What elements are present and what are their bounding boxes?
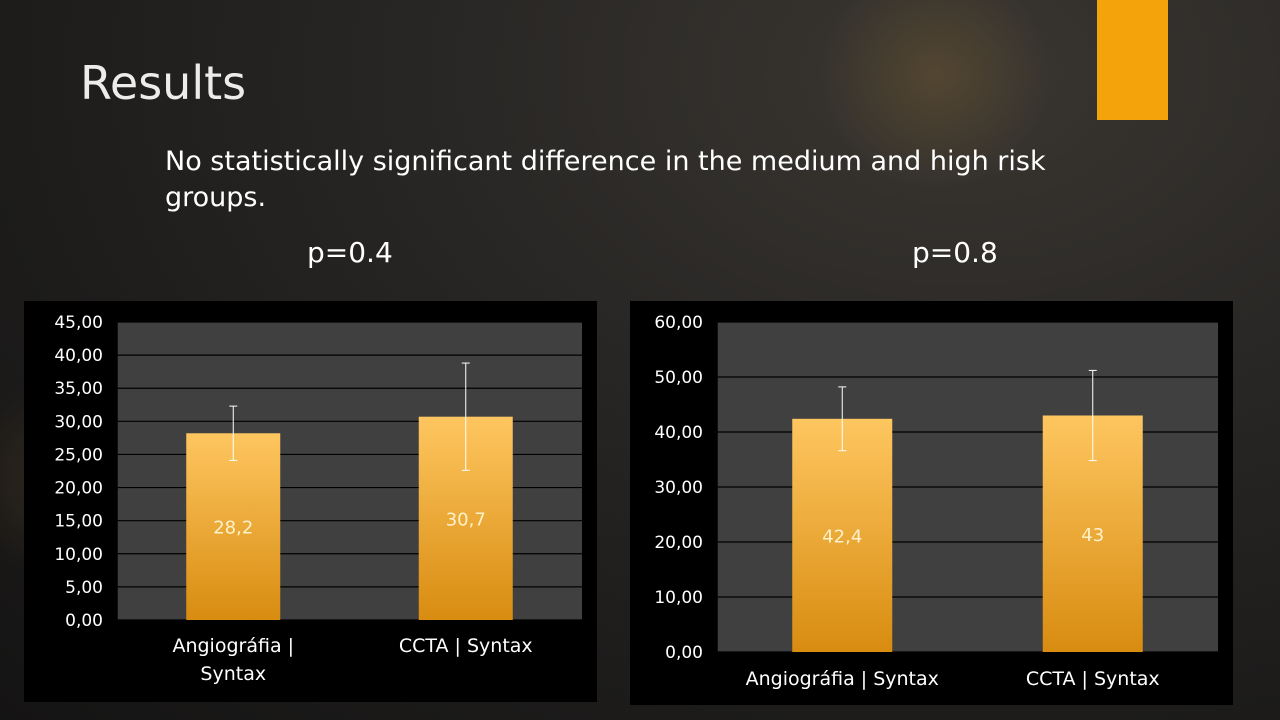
y-tick-label: 60,00 <box>654 313 703 333</box>
data-label: 42,4 <box>822 526 862 547</box>
y-tick-label: 50,00 <box>654 368 703 388</box>
slide-title: Results <box>80 56 247 110</box>
x-tick-label: CCTA | Syntax <box>399 635 533 657</box>
y-tick-label: 0,00 <box>665 643 703 663</box>
y-tick-label: 40,00 <box>654 423 703 443</box>
bar <box>792 418 893 652</box>
bar-chart-right: 0,00 10,00 20,00 30,00 40,00 50,00 60,00 42,4 An… <box>630 301 1233 705</box>
y-tick-label: 25,00 <box>54 445 103 465</box>
data-label: 28,2 <box>213 518 253 539</box>
y-tick-label: 20,00 <box>654 533 703 553</box>
y-tick-label: 5,00 <box>65 578 103 598</box>
x-tick-label: CCTA | Syntax <box>1026 668 1160 690</box>
x-tick-label: Angiográfia | Syntax <box>746 668 939 690</box>
p-value-right: p=0.8 <box>912 236 998 269</box>
bar-chart-right-svg: 0,00 10,00 20,00 30,00 40,00 50,00 60,00 42,4 An… <box>654 313 1219 690</box>
y-tick-label: 30,00 <box>54 412 103 432</box>
accent-bar <box>1097 0 1168 120</box>
bar-chart-left: 0,00 5,00 10,00 15,00 20,00 25,00 30,00 35,00 40… <box>24 301 597 702</box>
y-tick-label: 45,00 <box>54 313 103 333</box>
y-tick-label: 15,00 <box>54 512 103 532</box>
y-tick-label: 35,00 <box>54 379 103 399</box>
y-tick-label: 0,00 <box>65 611 103 631</box>
data-label: 30,7 <box>446 509 486 530</box>
bar-chart-left-svg: 0,00 5,00 10,00 15,00 20,00 25,00 30,00 35,00 40… <box>54 313 583 685</box>
y-tick-label: 10,00 <box>54 545 103 565</box>
slide-subtitle: No statistically significant difference … <box>165 146 1046 213</box>
x-tick-label: Syntax <box>200 663 266 685</box>
y-tick-label: 40,00 <box>54 346 103 366</box>
p-value-left: p=0.4 <box>307 236 393 269</box>
x-tick-label: Angiográfia | <box>172 635 294 657</box>
y-tick-label: 10,00 <box>654 588 703 608</box>
y-tick-label: 20,00 <box>54 479 103 499</box>
bar <box>186 433 281 620</box>
data-label: 43 <box>1081 525 1104 546</box>
y-tick-label: 30,00 <box>654 478 703 498</box>
